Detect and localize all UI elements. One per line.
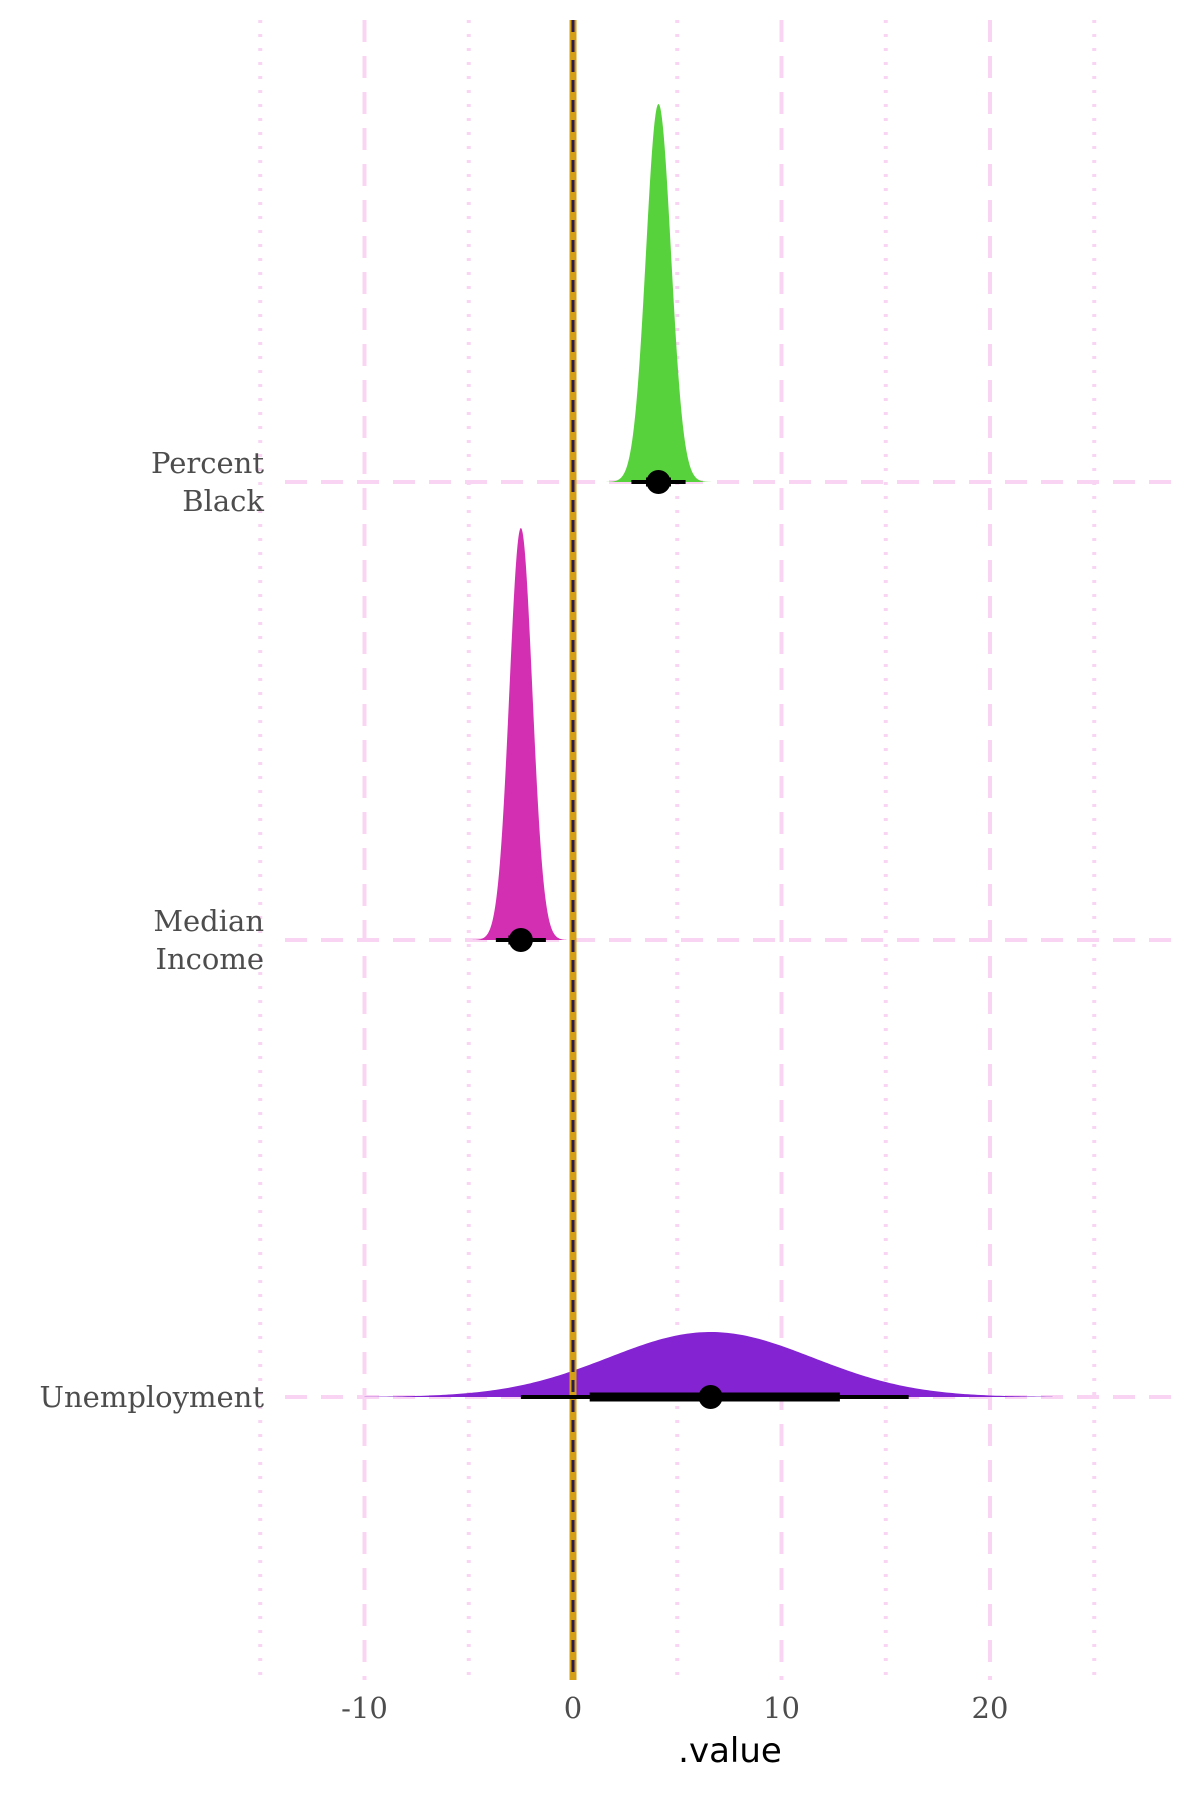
grid <box>258 20 1180 1680</box>
density-layer <box>364 104 1053 1397</box>
interval-layer <box>495 470 909 1409</box>
y-tick-label: Unemployment <box>40 1380 265 1414</box>
x-tick-label: 20 <box>972 1691 1009 1725</box>
x-tick-labels: -10 0 10 20 <box>341 1691 1008 1725</box>
median-point-unemployment <box>698 1385 723 1409</box>
x-axis-title: .value <box>678 1731 782 1771</box>
density-median-income <box>464 528 567 940</box>
y-tick-label: Black <box>182 484 264 518</box>
y-tick-labels: Unemployment Median Income Percent Black <box>40 446 265 1414</box>
y-tick-label: Median <box>153 904 264 938</box>
median-point-median-income <box>508 928 533 952</box>
density-percent-black <box>604 104 715 482</box>
x-tick-label: -10 <box>341 1691 388 1725</box>
x-tick-label: 10 <box>763 1691 800 1725</box>
density-unemployment <box>364 1332 1053 1397</box>
x-tick-label: 0 <box>564 1691 582 1725</box>
y-tick-label: Income <box>156 942 265 976</box>
y-tick-label: Percent <box>151 446 264 480</box>
median-point-percent-black <box>646 470 671 494</box>
